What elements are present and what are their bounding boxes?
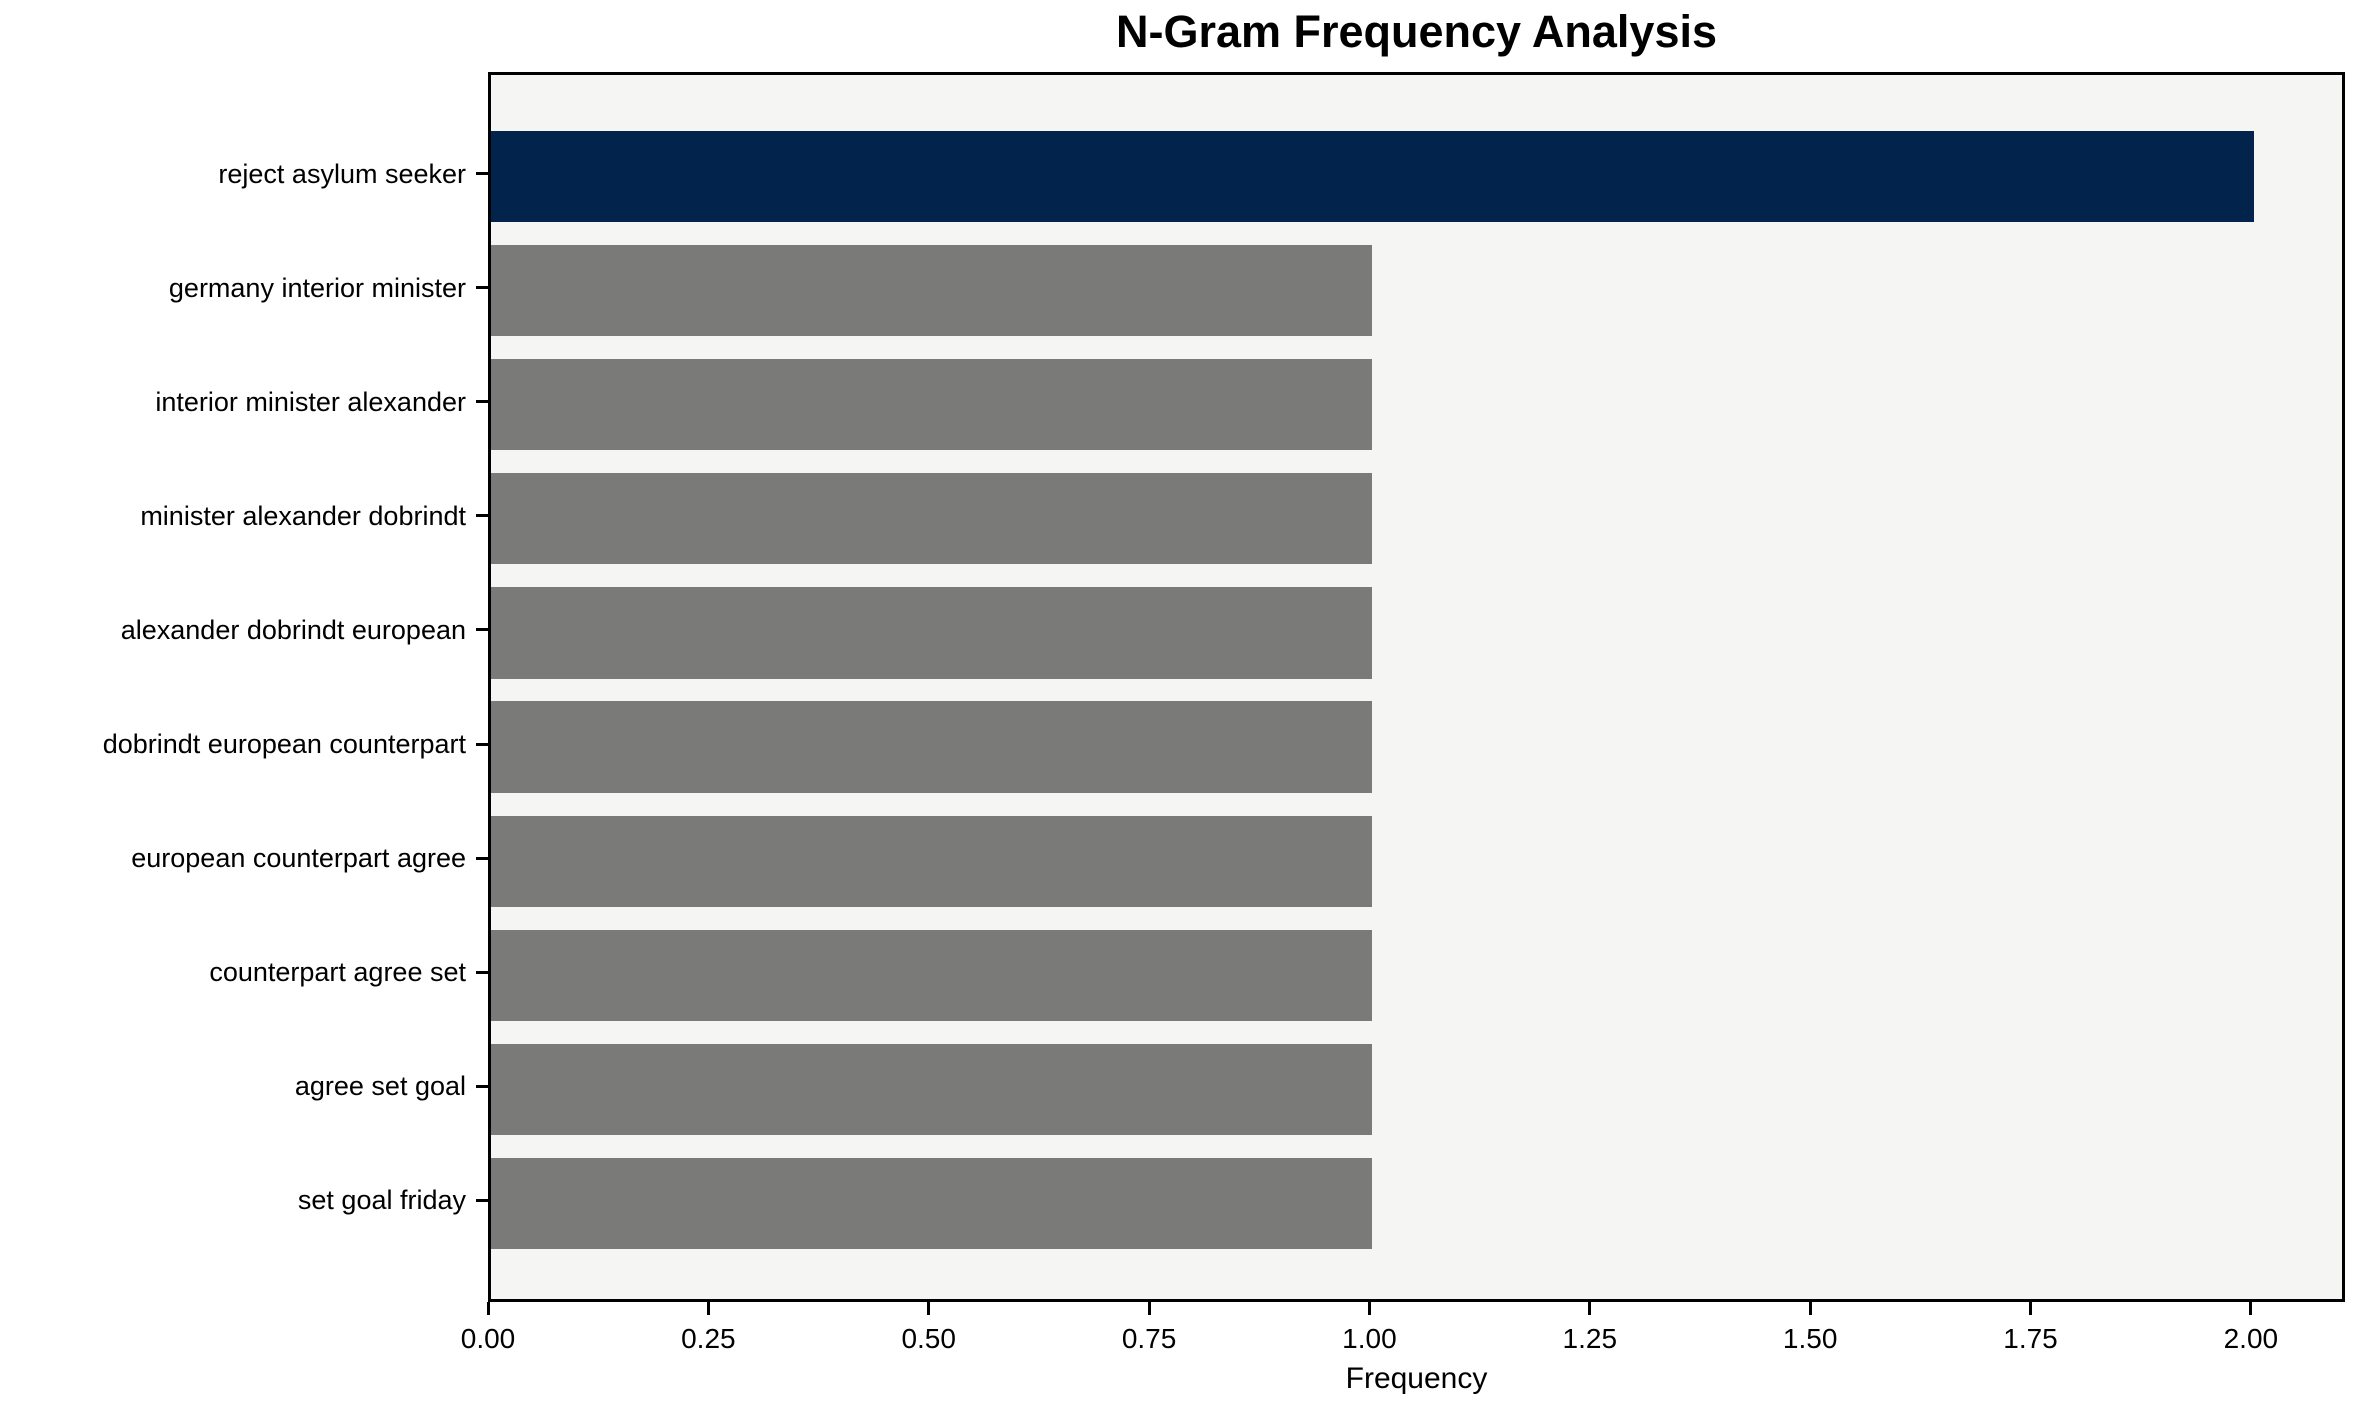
bar-counterpart-agree-set xyxy=(491,929,1373,1021)
x-tick-mark xyxy=(2029,1302,2032,1315)
bar-dobrindt-european-counterpart xyxy=(491,701,1373,793)
x-tick-label: 2.00 xyxy=(2223,1323,2279,1354)
y-tick-label: reject asylum seeker xyxy=(218,158,466,189)
x-tick-mark xyxy=(2249,1302,2253,1315)
y-tick-label: dobrindt european counterpart xyxy=(102,729,466,760)
y-tick-mark xyxy=(476,1198,488,1202)
bar-alexander-dobrindt-european xyxy=(491,587,1373,679)
y-tick-label: germany interior minister xyxy=(168,272,466,303)
x-tick-mark xyxy=(1808,1302,1812,1315)
y-tick-mark xyxy=(476,856,488,860)
y-tick-label: set goal friday xyxy=(297,1185,466,1216)
y-tick-mark xyxy=(476,628,488,632)
y-tick-mark xyxy=(476,514,488,518)
bar-germany-interior-minister xyxy=(491,245,1373,337)
y-tick-label: european counterpart agree xyxy=(131,843,466,874)
bar-agree-set-goal xyxy=(491,1043,1373,1135)
x-tick-mark xyxy=(706,1302,710,1315)
y-tick-label: counterpart agree set xyxy=(209,957,466,988)
y-tick-mark xyxy=(476,1084,488,1088)
x-tick-label: 0.00 xyxy=(460,1323,516,1354)
bar-reject-asylum-seeker xyxy=(491,130,2254,223)
x-tick-mark xyxy=(486,1302,490,1315)
chart-title: N-Gram Frequency Analysis xyxy=(1115,6,1718,57)
x-tick-mark xyxy=(1588,1302,1592,1315)
x-axis-label: Frequency xyxy=(1345,1362,1488,1395)
y-tick-mark xyxy=(476,742,488,746)
x-tick-label: 0.50 xyxy=(901,1323,956,1354)
y-tick-mark xyxy=(476,172,488,176)
x-tick-label: 0.75 xyxy=(1121,1323,1177,1354)
bar-interior-minister-alexander xyxy=(491,359,1373,451)
x-tick-label: 0.25 xyxy=(681,1323,736,1354)
bar-minister-alexander-dobrindt xyxy=(491,473,1373,565)
x-tick-label: 1.75 xyxy=(2003,1323,2058,1354)
x-tick-label: 1.25 xyxy=(1562,1323,1618,1354)
plot-area xyxy=(488,72,2345,1302)
x-tick-label: 1.50 xyxy=(1782,1323,1838,1354)
y-tick-mark xyxy=(476,286,488,290)
bar-set-goal-friday xyxy=(491,1157,1373,1250)
bar-european-counterpart-agree xyxy=(491,815,1373,907)
y-tick-label: agree set goal xyxy=(294,1071,466,1102)
y-tick-mark xyxy=(476,400,488,404)
y-tick-label: interior minister alexander xyxy=(155,386,466,417)
y-tick-label: alexander dobrindt european xyxy=(120,614,466,645)
x-tick-mark xyxy=(1147,1302,1151,1315)
x-tick-label: 1.00 xyxy=(1342,1323,1397,1354)
y-tick-label: minister alexander dobrindt xyxy=(140,500,466,531)
x-tick-mark xyxy=(1367,1302,1371,1315)
x-tick-mark xyxy=(927,1302,931,1315)
y-tick-mark xyxy=(476,970,488,974)
